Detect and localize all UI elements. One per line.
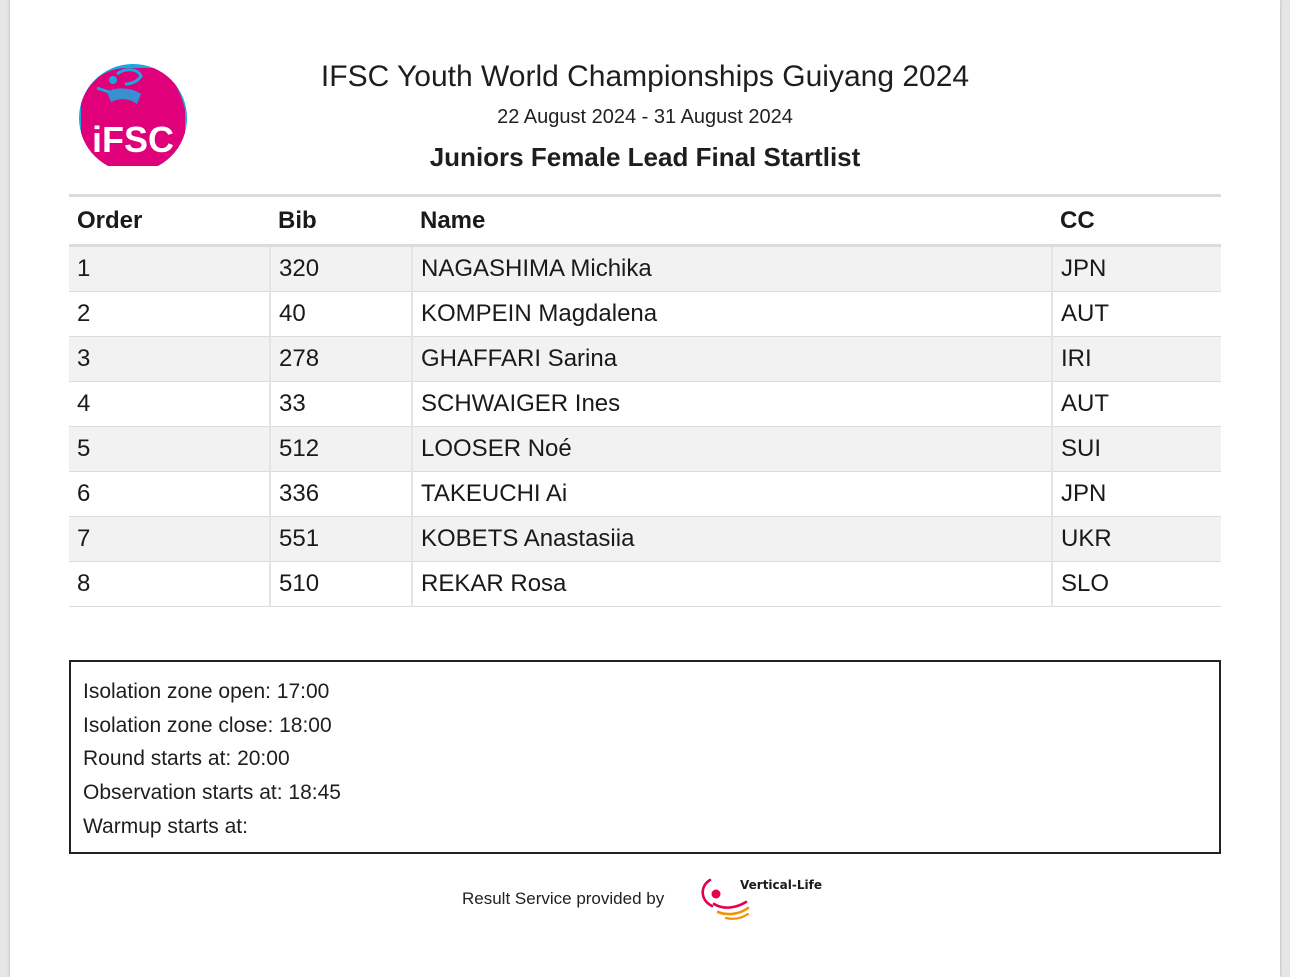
bib-cell: 336 xyxy=(269,471,412,517)
cc-cell: AUT xyxy=(1051,291,1221,337)
table-row: 3 278 GHAFFARI Sarina IRI xyxy=(69,336,1221,382)
table-row: 2 40 KOMPEIN Magdalena AUT xyxy=(69,291,1221,337)
cc-cell: AUT xyxy=(1051,381,1221,427)
bib-cell: 510 xyxy=(269,561,412,607)
bib-cell: 33 xyxy=(269,381,412,427)
startlist-title: Juniors Female Lead Final Startlist xyxy=(429,142,861,172)
event-title: IFSC Youth World Championships Guiyang 2… xyxy=(320,60,970,93)
name-cell: GHAFFARI Sarina xyxy=(411,336,1052,382)
cc-cell: SUI xyxy=(1051,426,1221,472)
cc-cell: IRI xyxy=(1051,336,1221,382)
warmup-start-line: Warmup starts at: xyxy=(83,815,248,838)
table-row: 5 512 LOOSER Noé SUI xyxy=(69,426,1221,472)
name-cell: LOOSER Noé xyxy=(411,426,1052,472)
bib-cell: 512 xyxy=(269,426,412,472)
table-row: 4 33 SCHWAIGER Ines AUT xyxy=(69,381,1221,427)
result-service-text: Result Service provided by xyxy=(462,889,665,908)
name-cell: KOMPEIN Magdalena xyxy=(411,291,1052,337)
order-cell: 1 xyxy=(69,245,270,292)
document-page: iFSC IFSC Youth World Championships Guiy… xyxy=(10,0,1280,977)
order-cell: 4 xyxy=(69,381,270,427)
column-header-order: Order xyxy=(69,194,270,247)
isolation-open-line: Isolation zone open: 17:00 xyxy=(83,680,330,703)
bib-cell: 320 xyxy=(269,245,412,292)
observation-start-line: Observation starts at: 18:45 xyxy=(83,781,341,804)
column-header-cc: CC xyxy=(1052,194,1221,247)
table-row: 8 510 REKAR Rosa SLO xyxy=(69,561,1221,607)
bib-cell: 40 xyxy=(269,291,412,337)
schedule-box: Isolation zone open: 17:00 Isolation zon… xyxy=(69,660,1221,854)
bib-cell: 551 xyxy=(269,516,412,562)
ifsc-logo: iFSC xyxy=(79,64,187,166)
order-cell: 8 xyxy=(69,561,270,607)
startlist-table: Order Bib Name CC 1 320 NAGASHIMA Michik… xyxy=(69,194,1221,607)
name-cell: NAGASHIMA Michika xyxy=(411,245,1052,292)
table-header-row: Order Bib Name CC xyxy=(69,194,1221,247)
table-row: 1 320 NAGASHIMA Michika JPN xyxy=(69,245,1221,292)
cc-cell: UKR xyxy=(1051,516,1221,562)
column-header-bib: Bib xyxy=(270,194,412,247)
cc-cell: JPN xyxy=(1051,245,1221,292)
table-row: 6 336 TAKEUCHI Ai JPN xyxy=(69,471,1221,517)
table-row: 7 551 KOBETS Anastasiia UKR xyxy=(69,516,1221,562)
order-cell: 3 xyxy=(69,336,270,382)
order-cell: 7 xyxy=(69,516,270,562)
order-cell: 2 xyxy=(69,291,270,337)
svg-text:Vertical-Life: Vertical-Life xyxy=(740,878,822,892)
name-cell: KOBETS Anastasiia xyxy=(411,516,1052,562)
order-cell: 6 xyxy=(69,471,270,517)
order-cell: 5 xyxy=(69,426,270,472)
name-cell: TAKEUCHI Ai xyxy=(411,471,1052,517)
vertical-life-logo: Vertical-Life xyxy=(701,878,822,920)
cc-cell: JPN xyxy=(1051,471,1221,517)
column-header-name: Name xyxy=(412,194,1052,247)
name-cell: SCHWAIGER Ines xyxy=(411,381,1052,427)
isolation-close-line: Isolation zone close: 18:00 xyxy=(83,714,332,737)
bib-cell: 278 xyxy=(269,336,412,382)
cc-cell: SLO xyxy=(1051,561,1221,607)
round-start-line: Round starts at: 20:00 xyxy=(83,747,290,770)
name-cell: REKAR Rosa xyxy=(411,561,1052,607)
event-dates: 22 August 2024 - 31 August 2024 xyxy=(497,106,793,128)
svg-text:iFSC: iFSC xyxy=(92,119,174,160)
